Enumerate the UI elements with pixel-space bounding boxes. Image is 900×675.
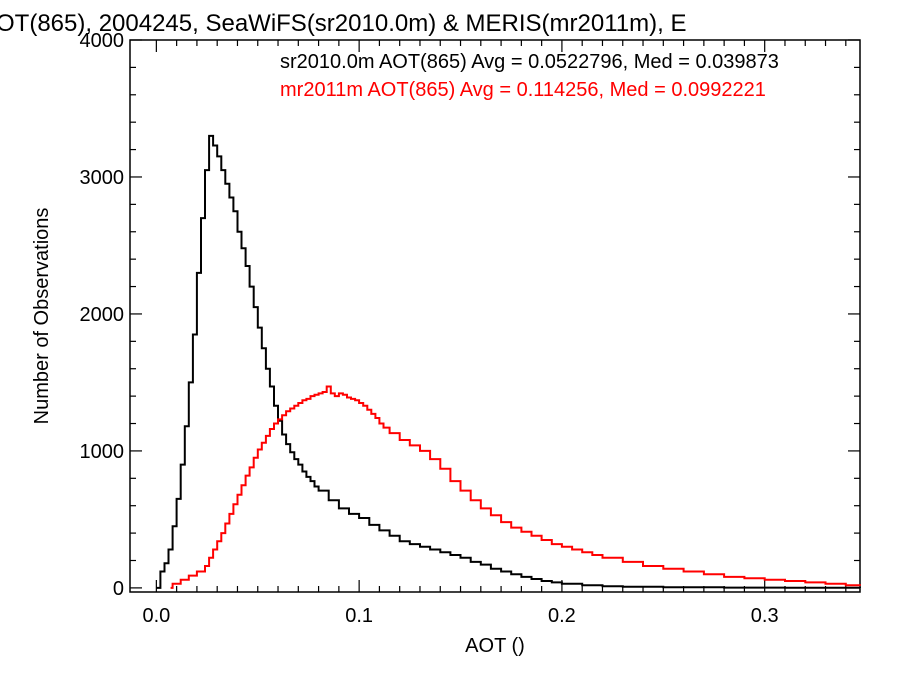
- y-tick-label: 1000: [80, 441, 125, 463]
- x-tick-label: 0.2: [548, 605, 576, 627]
- plot-frame: [129, 39, 861, 593]
- x-tick-label: 0.0: [142, 605, 170, 627]
- y-tick-label: 2000: [80, 304, 125, 326]
- x-axis-label: AOT (): [465, 635, 525, 657]
- chart-title: OT(865), 2004245, SeaWiFS(sr2010.0m) & M…: [0, 10, 686, 37]
- x-axis-ticks: 0.0 0.1 0.2 0.3: [142, 40, 847, 627]
- y-axis-ticks: 0 1000 2000 3000 4000: [80, 30, 860, 600]
- y-axis-label: Number of Observations: [31, 208, 53, 425]
- y-tick-label: 0: [113, 578, 124, 600]
- red-series-line: [170, 385, 861, 589]
- red-series-stats-label: mr2011m AOT(865) Avg = 0.114256, Med = 0…: [280, 79, 766, 101]
- x-tick-label: 0.1: [345, 605, 373, 627]
- black-series-stats-label: sr2010.0m AOT(865) Avg = 0.0522796, Med …: [280, 51, 779, 73]
- x-tick-label: 0.3: [751, 605, 779, 627]
- y-tick-label: 3000: [80, 167, 125, 189]
- black-series-line: [156, 134, 861, 589]
- y-tick-label: 4000: [80, 30, 125, 52]
- series-layer: [156, 134, 861, 589]
